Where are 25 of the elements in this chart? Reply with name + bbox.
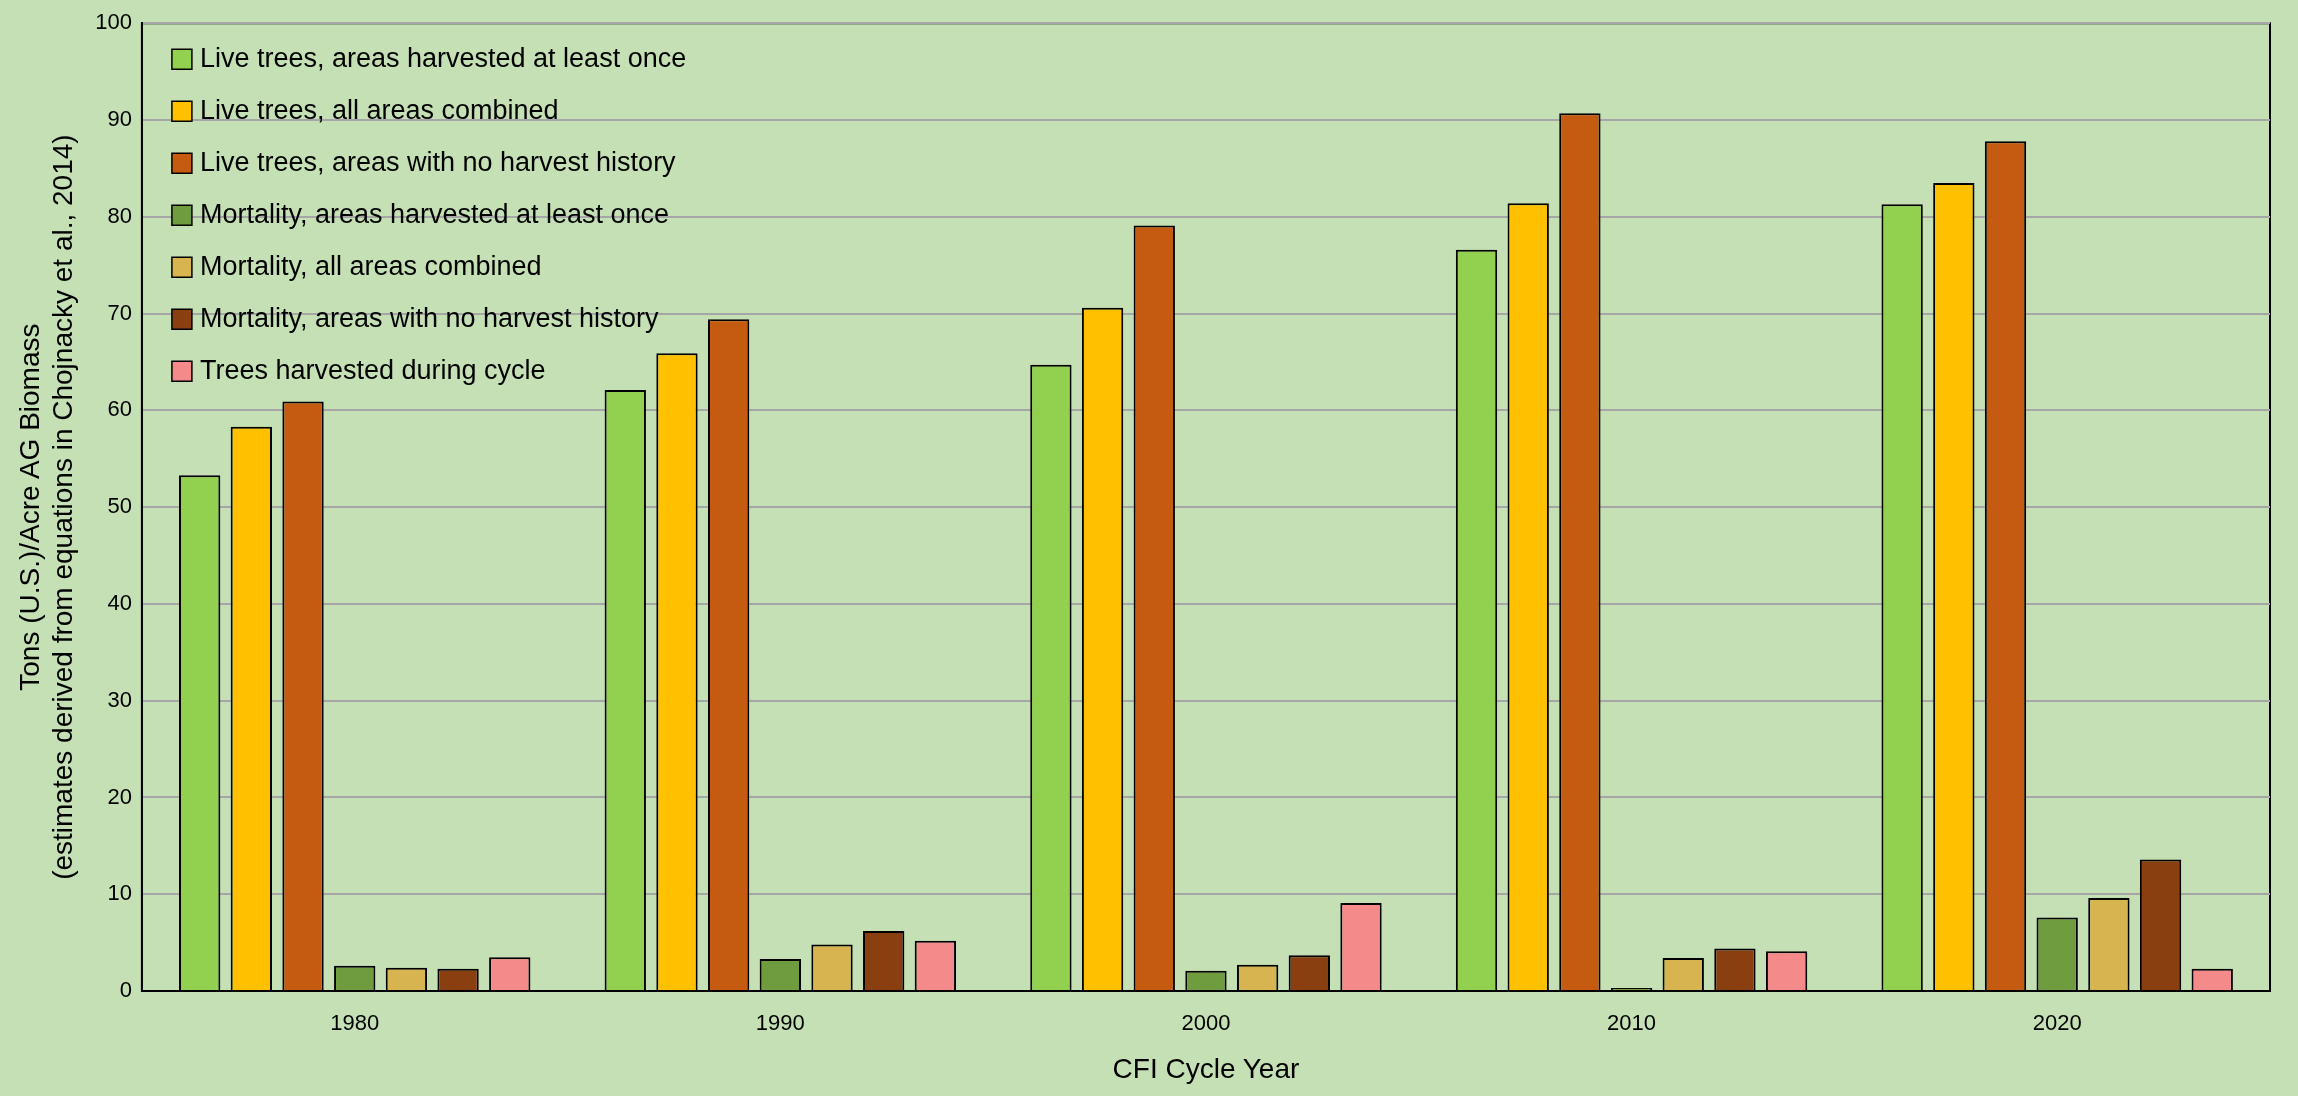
legend-label: Live trees, areas harvested at least once	[199, 42, 687, 73]
y-tick-label: 0	[119, 977, 132, 1003]
x-tick-label: 2020	[2032, 1010, 2082, 1036]
y-tick-label: 20	[107, 783, 132, 809]
legend-label: Live trees, all areas combined	[199, 94, 559, 125]
x-axis-title: CFI Cycle Year	[1112, 1052, 1300, 1084]
x-tick-label: 1980	[330, 1010, 380, 1036]
y-tick-label: 30	[107, 686, 132, 712]
x-tick-label: 1990	[755, 1010, 805, 1036]
y-tick-label: 70	[107, 299, 132, 325]
legend-label: Trees harvested during cycle	[199, 354, 546, 385]
legend-label: Mortality, all areas combined	[199, 250, 542, 281]
y-tick-label: 80	[107, 202, 132, 228]
legend-label: Live trees, areas with no harvest history	[199, 146, 677, 177]
legend-label: Mortality, areas with no harvest history	[199, 302, 660, 333]
x-tick-label: 2000	[1181, 1010, 1231, 1036]
y-axis-title: Tons (U.S.)/Acre AG Biomass (estimates derived from equations in Chojnacky et al., 2014)	[13, 134, 79, 880]
y-tick-label: 50	[107, 493, 132, 519]
legend-label: Mortality, areas harvested at least once	[199, 198, 670, 229]
y-tick-label: 10	[107, 880, 132, 906]
y-tick-label: 100	[95, 9, 132, 35]
y-tick-label: 90	[107, 106, 132, 132]
x-tick-label: 2010	[1607, 1010, 1657, 1036]
y-tick-label: 40	[107, 589, 132, 615]
y-tick-label: 60	[107, 396, 132, 422]
